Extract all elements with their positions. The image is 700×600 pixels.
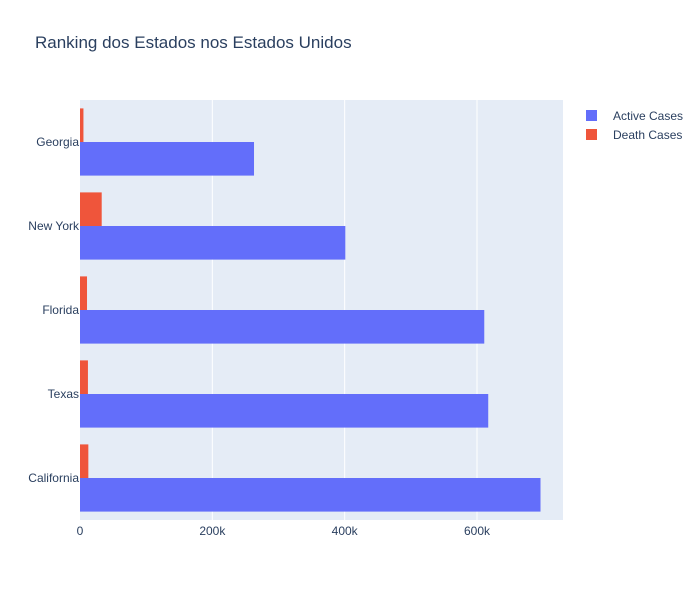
bar-active-cases-georgia: [80, 142, 255, 176]
x-tick-label: 200k: [199, 524, 226, 538]
y-tick-label: California: [28, 471, 79, 485]
legend-label-active: Active Cases: [613, 108, 684, 123]
bar-death-cases-new-york: [80, 192, 102, 226]
chart-title: Ranking dos Estados nos Estados Unidos: [35, 33, 352, 52]
bar-death-cases-florida: [80, 276, 88, 310]
bar-death-cases-california: [80, 444, 89, 478]
x-tick-label: 400k: [332, 524, 359, 538]
legend[interactable]: Active Cases Death Cases: [586, 106, 683, 144]
legend-item-active-cases[interactable]: Active Cases: [586, 106, 683, 125]
bar-active-cases-texas: [80, 394, 489, 428]
x-tick-label: 0: [77, 524, 84, 538]
x-tick-label: 600k: [464, 524, 491, 538]
y-tick-label: New York: [28, 219, 80, 233]
bar-active-cases-new-york: [80, 226, 346, 260]
bar-active-cases-california: [80, 478, 541, 512]
bar-active-cases-florida: [80, 310, 485, 344]
legend-label-death: Death Cases: [613, 127, 683, 142]
legend-swatch-active: [586, 110, 597, 121]
bar-death-cases-texas: [80, 360, 88, 394]
legend-swatch-death: [586, 129, 597, 140]
legend-item-death-cases[interactable]: Death Cases: [586, 125, 683, 144]
y-tick-label: Florida: [42, 303, 79, 317]
y-tick-label: Georgia: [36, 135, 79, 149]
y-tick-label: Texas: [48, 387, 79, 401]
bar-death-cases-georgia: [80, 108, 84, 142]
